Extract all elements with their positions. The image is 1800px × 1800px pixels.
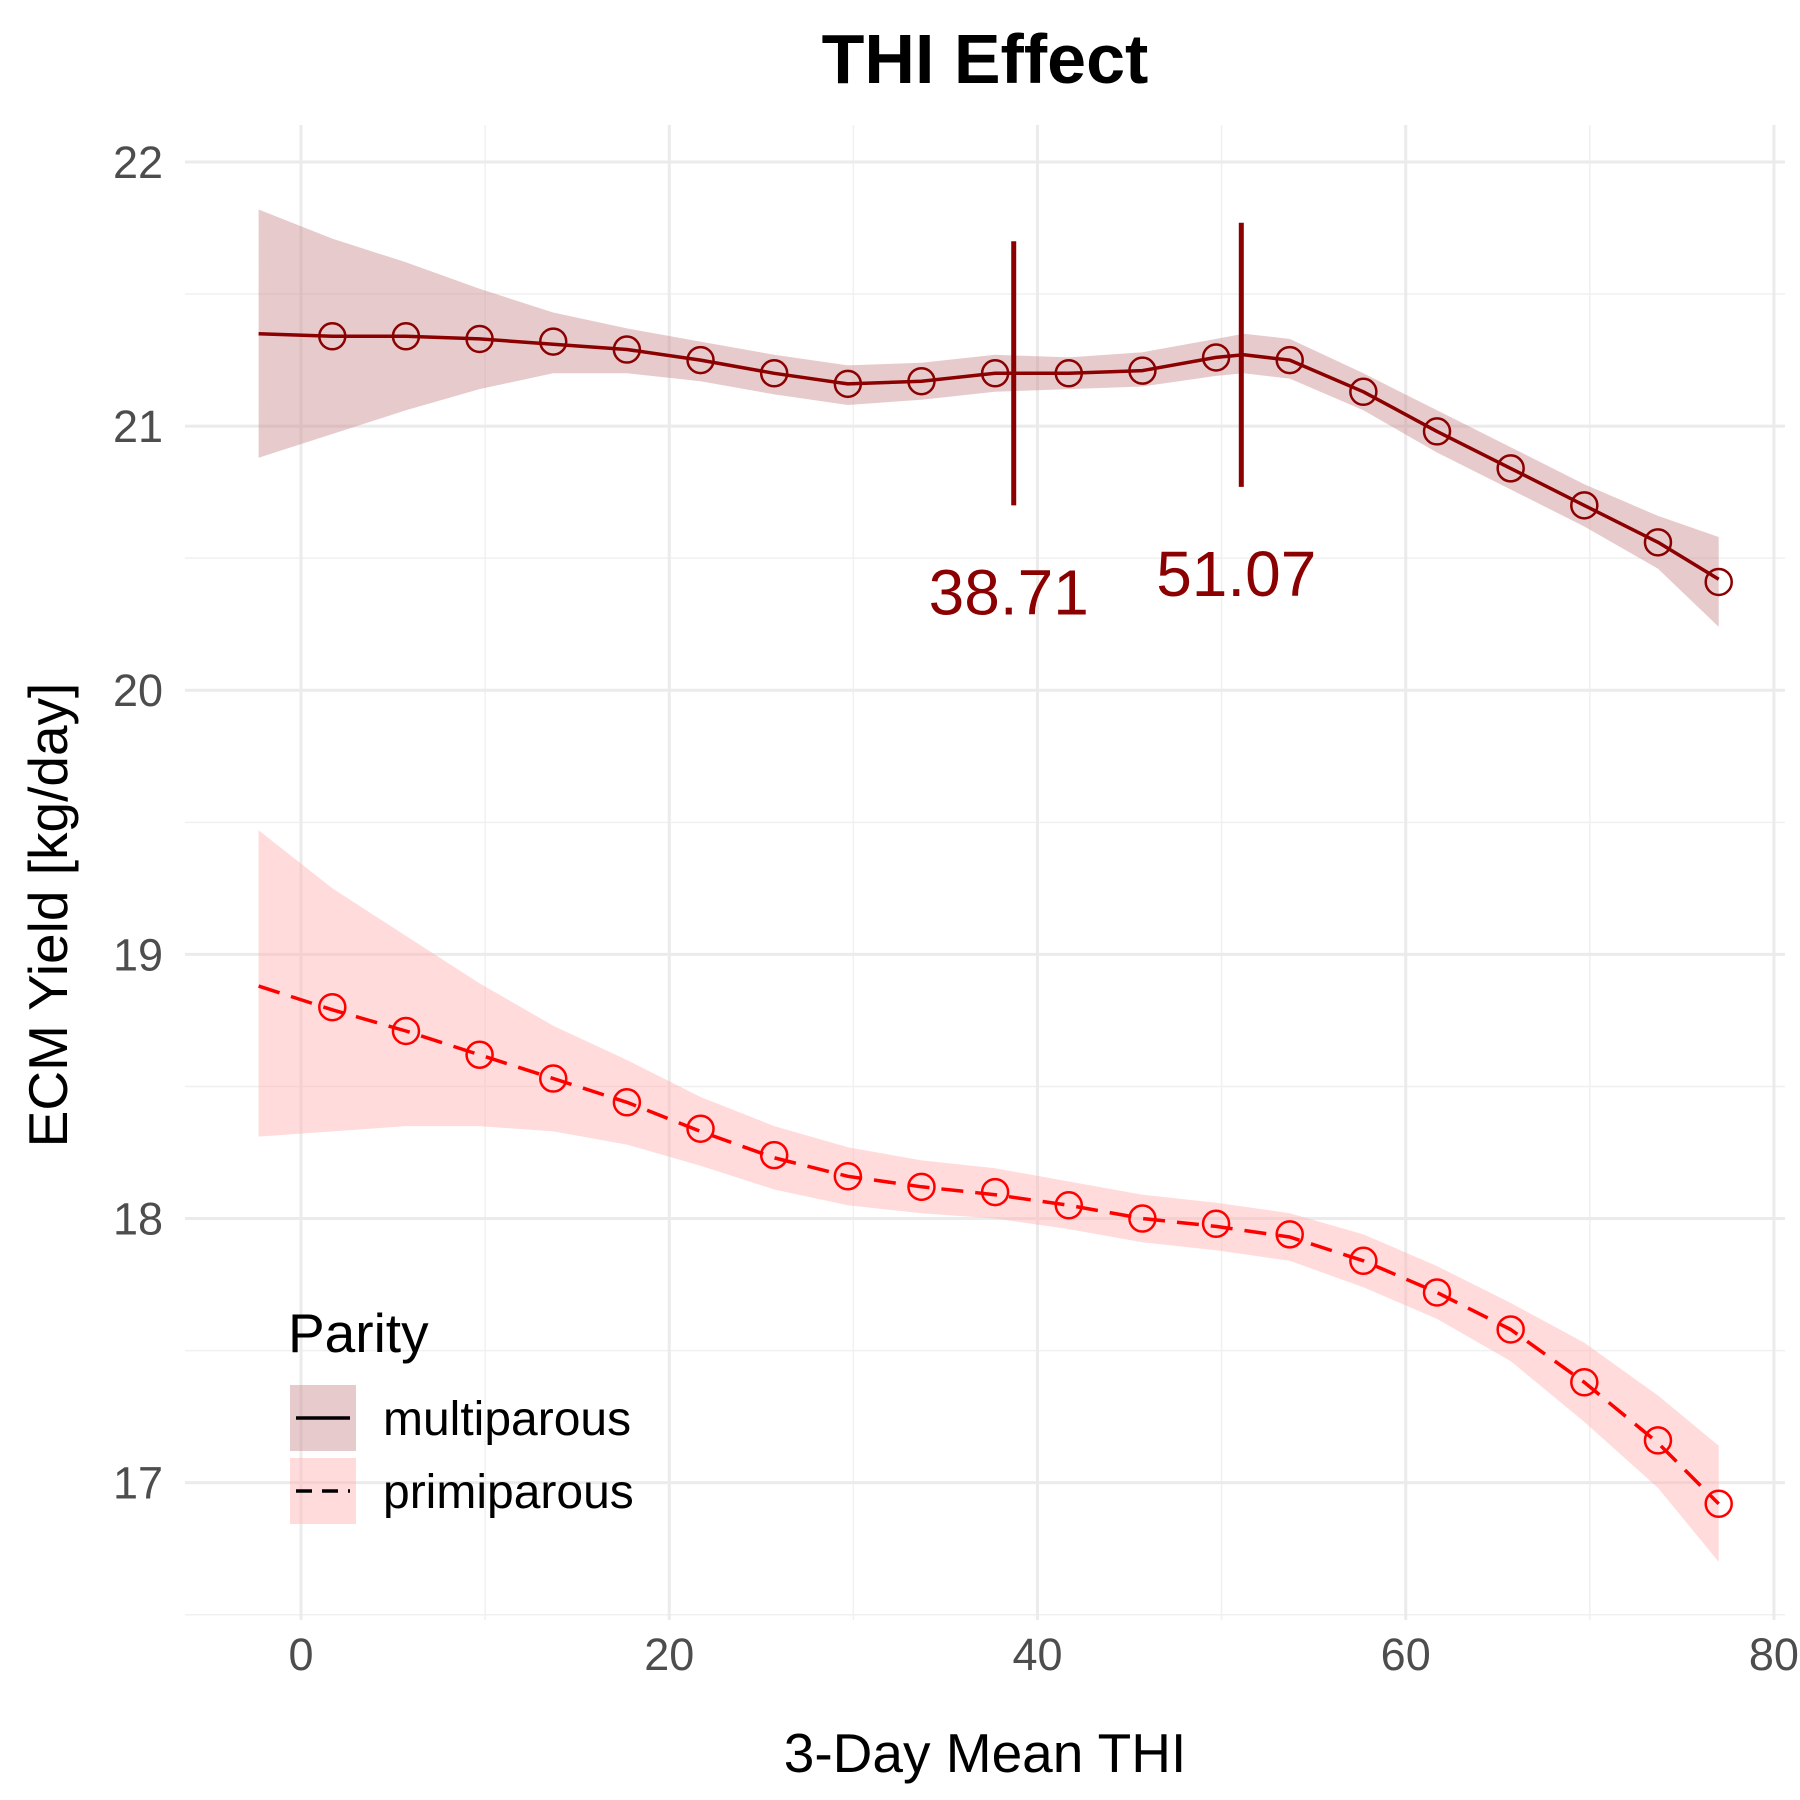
x-tick-label: 0 bbox=[288, 1629, 313, 1680]
point-primiparous bbox=[833, 1162, 863, 1191]
point-primiparous bbox=[907, 1172, 936, 1202]
point-primiparous bbox=[538, 1064, 568, 1093]
point-primiparous bbox=[1128, 1204, 1157, 1233]
point-multiparous bbox=[391, 322, 421, 351]
x-tick-label: 80 bbox=[1749, 1629, 1799, 1680]
point-multiparous bbox=[1275, 345, 1304, 375]
point-primiparous bbox=[1643, 1426, 1673, 1455]
point-multiparous bbox=[833, 369, 863, 399]
x-tick-label: 40 bbox=[1012, 1629, 1062, 1680]
point-multiparous bbox=[318, 322, 347, 351]
threshold-label: 38.71 bbox=[929, 557, 1089, 629]
point-primiparous bbox=[612, 1088, 642, 1117]
point-multiparous bbox=[1128, 356, 1157, 385]
y-tick-label: 20 bbox=[113, 665, 163, 716]
point-primiparous bbox=[1054, 1191, 1084, 1220]
point-primiparous bbox=[318, 992, 347, 1022]
point-multiparous bbox=[1422, 417, 1452, 446]
ribbon-multiparous bbox=[258, 209, 1719, 627]
series-line-primiparous bbox=[258, 984, 1720, 1506]
point-multiparous bbox=[907, 366, 936, 396]
x-tick-label: 20 bbox=[644, 1629, 694, 1680]
point-primiparous bbox=[1496, 1315, 1525, 1344]
legend-label-primiparous: primiparous bbox=[383, 1466, 634, 1519]
grid-major bbox=[185, 125, 1785, 1620]
y-tick-label: 17 bbox=[113, 1458, 163, 1509]
y-tick-label: 21 bbox=[113, 401, 163, 452]
tick-labels: 0 20 40 60 80 17 18 19 20 21 22 bbox=[113, 137, 1799, 1680]
point-multiparous bbox=[612, 335, 642, 364]
point-multiparous bbox=[1704, 567, 1733, 597]
legend: Parity multiparous primiparous bbox=[288, 1302, 634, 1524]
point-primiparous bbox=[1422, 1278, 1452, 1307]
point-multiparous bbox=[759, 359, 789, 388]
point-multiparous bbox=[1643, 528, 1673, 557]
x-axis-title: 3-Day Mean THI bbox=[784, 1722, 1186, 1784]
series-line-multiparous bbox=[258, 331, 1720, 581]
series-lines bbox=[258, 331, 1720, 1506]
series-markers bbox=[318, 322, 1733, 1519]
point-primiparous bbox=[1570, 1368, 1599, 1397]
point-multiparous bbox=[686, 345, 715, 375]
y-axis-title: ECM Yield [kg/day] bbox=[17, 683, 79, 1148]
point-primiparous bbox=[980, 1177, 1010, 1207]
point-multiparous bbox=[465, 324, 494, 354]
point-multiparous bbox=[1201, 343, 1231, 372]
point-multiparous bbox=[1496, 454, 1525, 483]
chart-title: THI Effect bbox=[822, 20, 1149, 98]
point-multiparous bbox=[1570, 491, 1599, 520]
point-primiparous bbox=[1201, 1209, 1231, 1239]
point-primiparous bbox=[1275, 1220, 1304, 1249]
point-multiparous bbox=[980, 359, 1010, 388]
point-primiparous bbox=[1349, 1246, 1378, 1276]
legend-title: Parity bbox=[288, 1302, 429, 1364]
threshold-label: 51.07 bbox=[1156, 538, 1316, 610]
y-tick-label: 18 bbox=[113, 1194, 163, 1245]
confidence-ribbons bbox=[258, 209, 1719, 1562]
legend-label-multiparous: multiparous bbox=[383, 1393, 631, 1446]
y-tick-label: 19 bbox=[113, 929, 163, 980]
point-multiparous bbox=[538, 327, 568, 356]
point-primiparous bbox=[1704, 1489, 1733, 1519]
threshold-lines: 38.71 51.07 bbox=[929, 222, 1316, 629]
y-tick-label: 22 bbox=[113, 137, 163, 188]
grid-minor bbox=[185, 125, 1785, 1620]
x-tick-label: 60 bbox=[1381, 1629, 1431, 1680]
point-multiparous bbox=[1054, 359, 1084, 388]
point-multiparous bbox=[1349, 377, 1378, 407]
point-primiparous bbox=[465, 1040, 494, 1070]
point-primiparous bbox=[759, 1140, 789, 1170]
ribbon-primiparous bbox=[258, 830, 1719, 1562]
point-primiparous bbox=[391, 1016, 421, 1046]
point-primiparous bbox=[686, 1114, 715, 1143]
